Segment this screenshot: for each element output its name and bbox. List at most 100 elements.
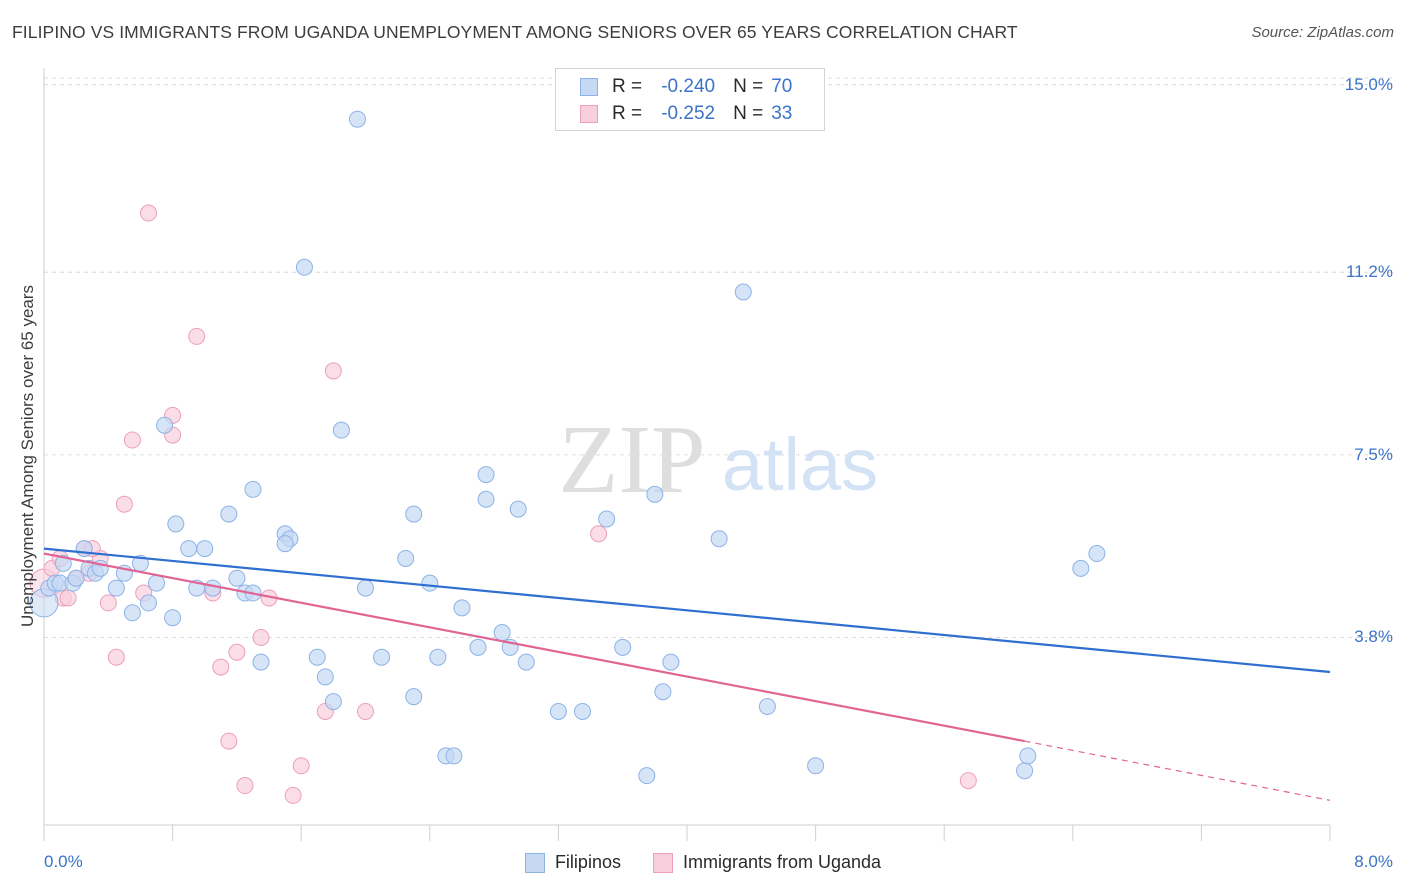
filipino-point: [1072, 559, 1090, 577]
filipino-point: [139, 594, 157, 612]
legend-item-filipinos[interactable]: Filipinos: [524, 852, 621, 873]
uganda-point: [959, 772, 977, 790]
filipino-point: [517, 653, 535, 671]
filipino-point: [107, 579, 125, 597]
legend-n-value: 33: [771, 103, 793, 124]
filipino-point: [1019, 747, 1037, 765]
filipino-point: [549, 702, 567, 720]
legend-swatch-pink: [580, 105, 598, 123]
filipino-point: [405, 505, 423, 523]
filipino-point: [244, 480, 262, 498]
filipino-point: [662, 653, 680, 671]
y-tick-label: 3.8%: [1354, 627, 1393, 647]
y-tick-label: 7.5%: [1354, 444, 1393, 464]
legend-n-label: N =: [733, 103, 764, 124]
filipino-point: [316, 668, 334, 686]
uganda-point: [188, 327, 206, 345]
filipino-point: [167, 515, 185, 533]
filipino-point: [445, 747, 463, 765]
uganda-point: [292, 757, 310, 775]
uganda-trend-extension: [1024, 740, 1331, 801]
filipino-point: [469, 638, 487, 656]
legend-r-label: R =: [612, 76, 643, 97]
filipino-point: [758, 698, 776, 716]
uganda-point: [236, 777, 254, 795]
filipino-point: [509, 500, 527, 518]
filipino-point: [308, 648, 326, 666]
filipino-point: [710, 530, 728, 548]
filipino-point: [148, 574, 166, 592]
filipino-point: [614, 638, 632, 656]
gridlines: [44, 77, 1395, 638]
legend-item-uganda[interactable]: Immigrants from Uganda: [652, 852, 882, 873]
chart-title: FILIPINO VS IMMIGRANTS FROM UGANDA UNEMP…: [12, 22, 1018, 42]
filipino-point: [405, 688, 423, 706]
filipino-point: [220, 505, 238, 523]
uganda-point: [228, 643, 246, 661]
axes: [43, 68, 1331, 841]
filipino-point: [75, 540, 93, 558]
filipino-point: [373, 648, 391, 666]
uganda-point: [139, 204, 157, 222]
filipino-point: [164, 609, 182, 627]
filipino-trend-line: [43, 547, 1331, 674]
legend-label-uganda: Immigrants from Uganda: [682, 852, 882, 872]
uganda-point: [212, 658, 230, 676]
legend-n-label: N =: [733, 76, 764, 97]
uganda-point: [99, 594, 117, 612]
legend-row-uganda: R = -0.252 N = 33: [580, 102, 792, 126]
legend-r-value: -0.240: [661, 76, 716, 97]
filipino-point: [477, 490, 495, 508]
y-tick-label: 11.2%: [1346, 262, 1393, 282]
filipino-point: [477, 466, 495, 484]
filipino-point: [196, 540, 214, 558]
filipino-point: [429, 648, 447, 666]
filipino-point: [332, 421, 350, 439]
trend-lines: [43, 547, 1331, 801]
filipino-point: [324, 693, 342, 711]
filipino-point: [421, 574, 439, 592]
uganda-point: [220, 732, 238, 750]
correlation-legend: R = -0.240 N = 70 R = -0.252 N = 33: [555, 68, 825, 131]
series-legend: Filipinos Immigrants from Uganda: [0, 852, 1406, 873]
filipino-point: [204, 579, 222, 597]
uganda-point: [59, 589, 77, 607]
x-tick-max: 8.0%: [1354, 852, 1393, 871]
y-axis-label: Unemployment Among Seniors over 65 years: [18, 284, 37, 628]
legend-label-filipinos: Filipinos: [554, 852, 621, 872]
legend-swatch-uganda: [652, 852, 673, 873]
uganda-point: [123, 431, 141, 449]
y-tick-label: 15.0%: [1344, 74, 1393, 94]
uganda-point: [252, 628, 270, 646]
filipino-point: [156, 416, 174, 434]
uganda-point: [115, 495, 133, 513]
watermark-atlas: atlas: [722, 423, 878, 506]
uganda-point: [357, 702, 374, 720]
source-label: Source: ZipAtlas.com: [1251, 24, 1394, 41]
filipino-point: [493, 624, 511, 642]
legend-n-value: 70: [771, 76, 793, 97]
uganda-point: [324, 362, 342, 380]
filipino-point: [574, 702, 592, 720]
filipino-point: [1016, 762, 1034, 780]
filipino-point: [54, 554, 72, 572]
filipino-point: [598, 510, 616, 528]
filipino-point: [348, 110, 366, 128]
filipino-point: [228, 569, 246, 587]
filipino-point: [276, 535, 294, 553]
uganda-trend-line: [43, 552, 1025, 743]
filipino-point: [357, 579, 374, 597]
x-tick-min: 0.0%: [44, 852, 83, 871]
filipino-points: [29, 110, 1106, 785]
uganda-point: [107, 648, 125, 666]
filipino-point: [638, 767, 656, 785]
legend-r-value: -0.252: [661, 103, 716, 124]
legend-swatch-blue: [580, 78, 598, 96]
filipino-point: [646, 485, 664, 503]
watermark-zip: ZIP: [559, 406, 706, 514]
filipino-point: [734, 283, 752, 301]
filipino-point: [180, 540, 198, 558]
filipino-point: [1088, 545, 1106, 563]
legend-row-filipinos: R = -0.240 N = 70: [580, 75, 792, 99]
